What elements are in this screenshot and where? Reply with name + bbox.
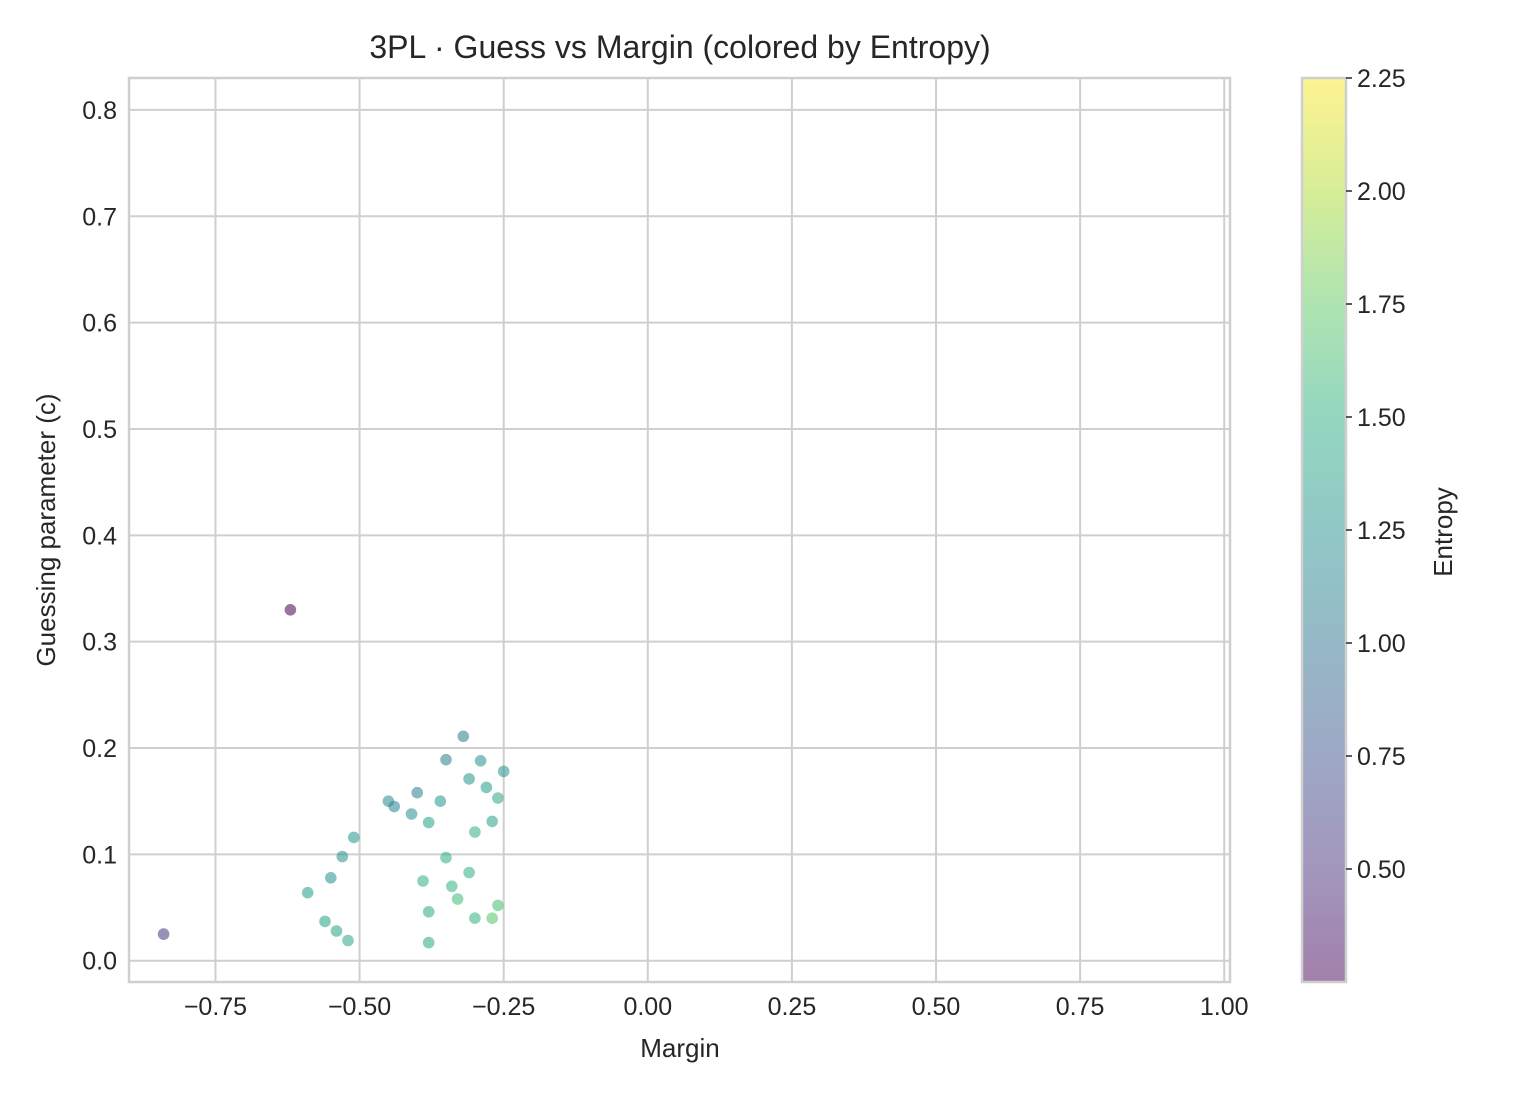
scatter-point — [463, 773, 475, 785]
scatter-point — [480, 781, 493, 794]
scatter-point — [440, 851, 452, 864]
x-tick-label: −0.75 — [184, 993, 247, 1021]
x-tick-label: −0.50 — [328, 993, 391, 1021]
x-axis-label: Margin — [640, 1033, 719, 1063]
data-points — [157, 604, 510, 949]
scatter-point — [434, 795, 447, 807]
scatter-point — [497, 765, 510, 778]
colorbar-tick-label: 1.50 — [1357, 404, 1406, 432]
scatter-point — [342, 934, 354, 947]
colorbar-label: Entropy — [1428, 487, 1458, 577]
colorbar-tick-label: 1.25 — [1357, 517, 1406, 545]
y-axis-ticks: 0.0 0.1 0.2 0.3 0.4 0.5 0.6 0.7 0.8 — [82, 97, 117, 976]
y-tick-label: 0.3 — [82, 629, 117, 657]
y-tick-label: 0.6 — [82, 310, 117, 338]
colorbar-tick-label: 0.75 — [1357, 743, 1406, 771]
scatter-point — [446, 880, 458, 893]
scatter-point — [284, 604, 297, 616]
scatter-point — [417, 875, 429, 887]
scatter-point — [451, 893, 464, 905]
y-tick-label: 0.0 — [82, 948, 117, 976]
y-axis-label: Guessing parameter (c) — [31, 393, 61, 666]
scatter-point — [157, 928, 170, 940]
scatter-point — [463, 866, 475, 879]
scatter-point — [469, 912, 481, 924]
colorbar-ticks: 0.50 0.75 1.00 1.25 1.50 1.75 2.00 2.25 — [1346, 65, 1406, 884]
x-tick-label: −0.25 — [472, 993, 535, 1021]
scatter-point — [492, 792, 504, 804]
x-tick-label: 0.25 — [768, 993, 817, 1021]
scatter-point — [486, 912, 499, 924]
scatter-point — [486, 815, 499, 828]
colorbar-gradient — [1302, 78, 1346, 982]
scatter-point — [388, 800, 401, 813]
grid-lines — [129, 78, 1230, 982]
scatter-point — [411, 786, 424, 799]
scatter-point — [330, 925, 343, 937]
colorbar-tick-label: 0.50 — [1357, 856, 1406, 884]
x-tick-label: 0.00 — [623, 993, 672, 1021]
y-tick-label: 0.5 — [82, 416, 117, 444]
scatter-point — [301, 886, 314, 899]
colorbar: 0.50 0.75 1.00 1.25 1.50 1.75 2.00 2.25 Entropy — [1300, 65, 1458, 984]
scatter-point — [474, 755, 487, 767]
scatter-point — [336, 850, 349, 863]
x-tick-label: 0.75 — [1056, 993, 1105, 1021]
y-tick-label: 0.4 — [82, 522, 117, 550]
scatter-point — [325, 872, 337, 884]
scatter-point — [405, 808, 418, 820]
y-tick-label: 0.1 — [82, 841, 117, 869]
scatter-point — [422, 906, 435, 918]
scatter-point — [348, 831, 360, 844]
chart-title: 3PL · Guess vs Margin (colored by Entrop… — [369, 29, 990, 65]
y-tick-label: 0.2 — [82, 735, 117, 763]
scatter-point — [469, 826, 481, 838]
scatter-point — [319, 915, 331, 928]
y-tick-label: 0.7 — [82, 203, 117, 231]
scatter-point — [422, 936, 435, 949]
colorbar-tick-label: 2.00 — [1357, 178, 1406, 206]
scatter-point — [422, 816, 435, 829]
colorbar-tick-label: 1.75 — [1357, 291, 1406, 319]
scatter-point — [457, 730, 470, 743]
plot-frame — [127, 76, 1232, 984]
x-tick-label: 0.50 — [912, 993, 961, 1021]
x-tick-label: 1.00 — [1200, 993, 1249, 1021]
colorbar-tick-label: 2.25 — [1357, 65, 1406, 93]
y-tick-label: 0.8 — [82, 97, 117, 125]
scatter-point — [440, 753, 452, 766]
colorbar-tick-label: 1.00 — [1357, 630, 1406, 658]
x-axis-ticks: −0.75 −0.50 −0.25 0.00 0.25 0.50 0.75 1.00 — [184, 993, 1249, 1021]
scatter-point — [492, 899, 504, 912]
